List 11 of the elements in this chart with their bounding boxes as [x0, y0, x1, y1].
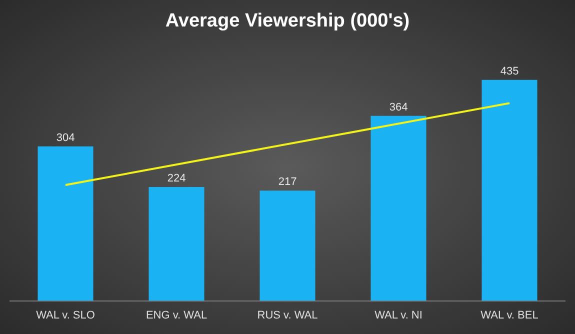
- x-tick-label: WAL v. BEL: [480, 309, 538, 322]
- x-tick-label: RUS v. WAL: [257, 309, 318, 322]
- chart-title: Average Viewership (000's): [165, 10, 410, 32]
- x-tick-label: WAL v. SLO: [36, 309, 96, 322]
- data-label: 304: [56, 132, 75, 144]
- data-label: 435: [500, 65, 519, 78]
- data-label: 217: [278, 176, 297, 188]
- x-tick-label: WAL v. NI: [374, 309, 422, 322]
- data-label: 224: [167, 172, 186, 185]
- data-label: 364: [389, 101, 408, 114]
- x-tick-label: ENG v. WAL: [146, 309, 208, 322]
